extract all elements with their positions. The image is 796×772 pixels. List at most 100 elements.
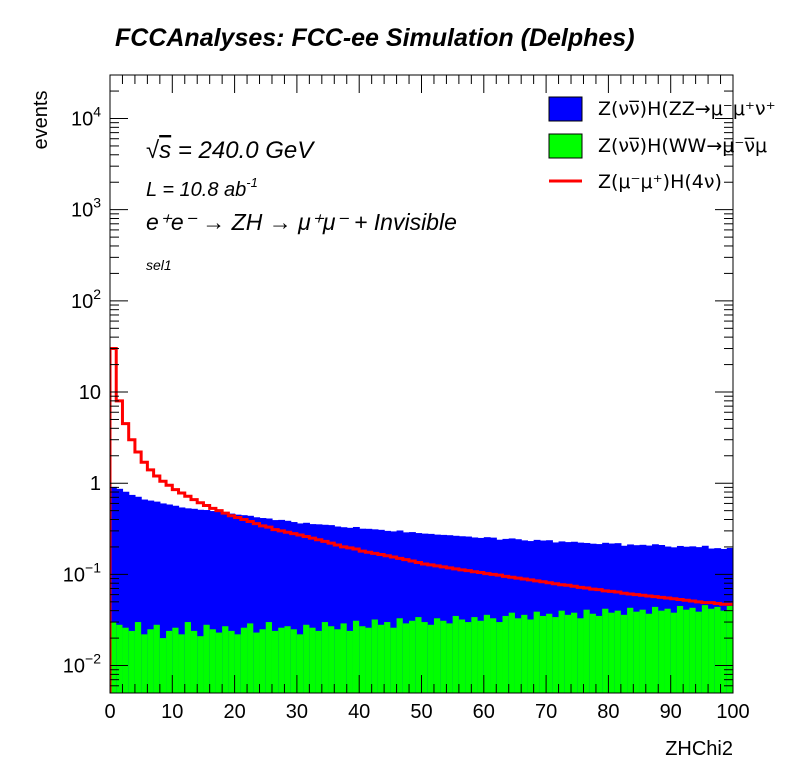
- bar-zz-bin-42: [371, 529, 379, 693]
- bar-ww-bin-64: [508, 612, 516, 693]
- bar-ww-bin-7: [153, 624, 161, 693]
- bar-ww-bin-5: [141, 634, 148, 693]
- bar-ww-bin-18: [222, 626, 229, 693]
- bar-ww-bin-46: [396, 618, 404, 693]
- bar-ww-bin-15: [203, 624, 211, 693]
- bar-ww-bin-28: [284, 626, 292, 693]
- legend-swatch-zz: [548, 96, 583, 122]
- bar-zz-bin-7: [153, 501, 161, 693]
- bar-ww-bin-45: [390, 627, 398, 693]
- bar-zz-bin-18: [222, 512, 229, 693]
- legend-label-ww: Z(νν̅)H(WW→μ⁻ν̅μ: [598, 135, 767, 157]
- bar-zz-bin-9: [166, 504, 173, 693]
- bar-zz-bin-38: [346, 527, 354, 693]
- y-tick-label-1000: 103: [71, 195, 101, 222]
- y-tick-label-1: 1: [90, 473, 101, 495]
- bar-ww-bin-20: [234, 634, 242, 693]
- bar-ww-bin-14: [197, 636, 205, 693]
- bar-ww-bin-12: [184, 622, 192, 693]
- bar-ww-bin-31: [303, 624, 310, 693]
- bar-ww-bin-77: [589, 613, 597, 693]
- bar-zz-bin-51: [427, 533, 435, 693]
- bar-zz-bin-10: [172, 505, 180, 693]
- bar-ww-bin-87: [652, 606, 659, 693]
- bar-zz-bin-33: [315, 524, 323, 693]
- bar-ww-bin-36: [334, 629, 342, 693]
- legend-label-zz: Z(νν̅)H(ZZ→μ⁻μ⁺ν⁺: [598, 98, 776, 120]
- bar-zz-bin-44: [384, 530, 391, 693]
- bar-zz-bin-24: [259, 518, 267, 693]
- bar-ww-bin-37: [340, 623, 348, 693]
- selection-annotation: sel1: [146, 257, 172, 273]
- bar-zz-bin-27: [278, 519, 286, 693]
- bar-ww-bin-27: [278, 627, 286, 693]
- bar-ww-bin-71: [552, 617, 560, 693]
- bar-zz-bin-14: [197, 509, 205, 693]
- bar-ww-bin-79: [602, 608, 609, 693]
- bar-zz-bin-48: [409, 532, 416, 693]
- bar-ww-bin-78: [595, 615, 603, 693]
- bar-ww-bin-33: [315, 630, 323, 693]
- bar-ww-bin-80: [608, 612, 616, 693]
- bar-zz-bin-4: [134, 496, 142, 693]
- bar-zz-bin-65: [514, 539, 522, 693]
- bar-ww-bin-67: [527, 619, 535, 693]
- bar-ww-bin-47: [402, 623, 410, 693]
- bar-ww-bin-35: [328, 626, 335, 693]
- bar-ww-bin-68: [533, 611, 541, 693]
- bar-zz-bin-23: [253, 517, 261, 693]
- bar-ww-bin-39: [352, 620, 360, 693]
- bar-zz-bin-57: [465, 536, 472, 693]
- bar-ww-bin-6: [147, 629, 155, 693]
- bar-zz-bin-47: [402, 532, 410, 693]
- bar-zz-bin-43: [377, 529, 385, 693]
- bar-ww-bin-55: [452, 615, 460, 693]
- bar-ww-bin-49: [415, 617, 423, 693]
- bar-ww-bin-50: [421, 622, 429, 693]
- bar-ww-bin-21: [240, 627, 248, 693]
- bar-zz-bin-61: [490, 537, 497, 693]
- bar-zz-bin-41: [365, 528, 373, 693]
- bar-ww-bin-63: [502, 615, 510, 693]
- luminosity-annotation: L = 10.8 ab-1: [146, 175, 258, 201]
- plot-area: [110, 347, 733, 693]
- bar-zz-bin-8: [159, 503, 167, 693]
- bar-ww-bin-66: [521, 614, 529, 693]
- sqrt-s: s: [159, 137, 171, 164]
- bar-ww-bin-90: [670, 612, 678, 693]
- chart-title: FCCAnalyses: FCC-ee Simulation (Delphes): [115, 24, 635, 52]
- bar-ww-bin-85: [639, 609, 647, 693]
- y-tick-label-0.01: 10−2: [63, 651, 101, 678]
- bar-ww-bin-81: [614, 610, 622, 693]
- bar-ww-bin-42: [371, 619, 379, 693]
- bar-ww-bin-53: [440, 620, 448, 693]
- bar-ww-bin-75: [577, 618, 585, 693]
- bar-ww-bin-93: [689, 607, 697, 693]
- bar-ww-bin-40: [359, 626, 367, 693]
- bar-ww-bin-62: [496, 622, 504, 693]
- x-tick-label-30: 30: [286, 701, 308, 723]
- x-tick-label-90: 90: [660, 701, 682, 723]
- x-tick-label-80: 80: [597, 701, 619, 723]
- bar-zz-bin-0: [110, 486, 117, 693]
- bar-zz-bin-15: [203, 510, 211, 693]
- bar-ww-bin-32: [309, 627, 317, 693]
- bar-zz-bin-22: [247, 515, 254, 693]
- bar-ww-bin-26: [271, 630, 279, 693]
- bar-zz-bin-36: [334, 526, 342, 693]
- bar-zz-bin-20: [234, 514, 242, 693]
- bar-zz-bin-1: [116, 488, 124, 693]
- bar-ww-bin-92: [683, 609, 690, 693]
- y-tick-label-100: 102: [71, 286, 101, 313]
- bar-ww-bin-44: [384, 622, 391, 693]
- bar-ww-bin-24: [259, 629, 267, 693]
- bar-ww-bin-70: [546, 613, 553, 693]
- bar-zz-bin-40: [359, 528, 367, 693]
- x-tick-label-10: 10: [161, 701, 183, 723]
- bar-zz-bin-34: [321, 524, 329, 693]
- bar-zz-bin-50: [421, 533, 429, 693]
- annotation-block: √s = 240.0 GeV L = 10.8 ab-1 e⁺e⁻ → ZH →…: [146, 137, 457, 273]
- bar-ww-bin-0: [110, 622, 117, 693]
- y-tick-label-10: 10: [79, 382, 101, 404]
